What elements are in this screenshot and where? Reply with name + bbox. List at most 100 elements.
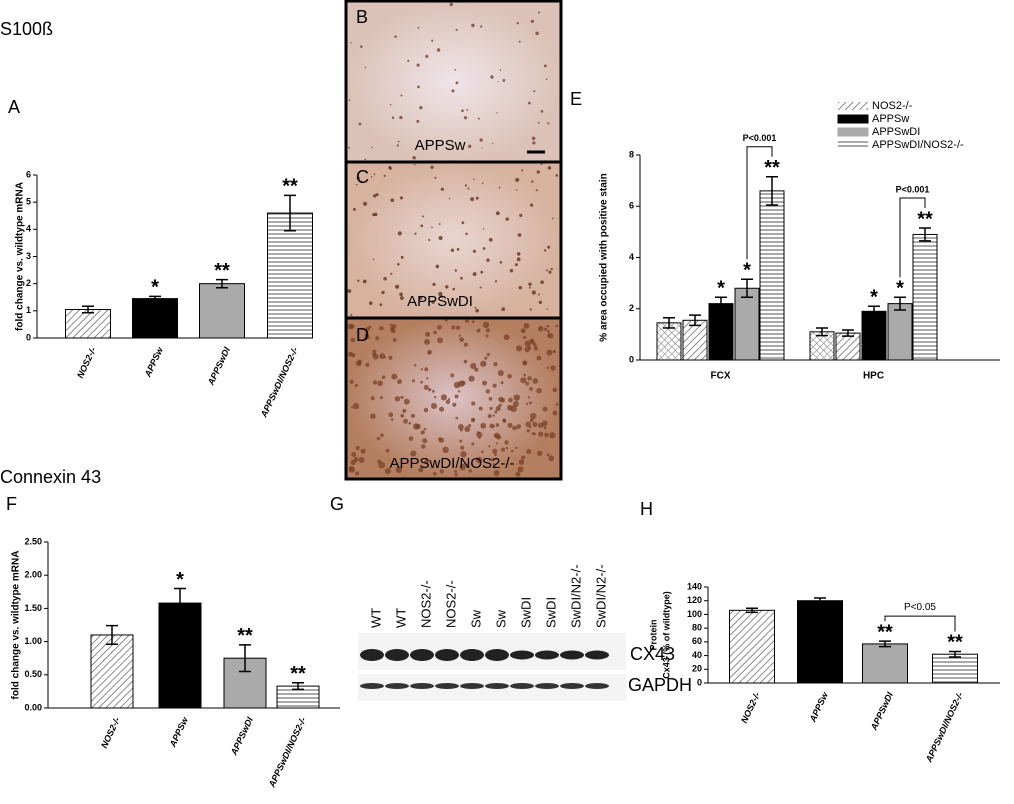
cell [390, 198, 395, 203]
cell [347, 289, 352, 293]
cell [488, 397, 493, 401]
cell [487, 414, 492, 419]
bar [656, 322, 682, 361]
cell [520, 377, 527, 384]
panel-letter: D [356, 325, 369, 345]
cell [507, 422, 513, 428]
cell [526, 429, 530, 433]
cell [418, 296, 423, 300]
cell [395, 284, 400, 289]
cell [353, 457, 359, 462]
cell [516, 21, 519, 25]
cell [427, 349, 432, 355]
band [460, 649, 484, 661]
cell [399, 196, 404, 200]
cell [426, 142, 428, 145]
x-tick-label: APPSw [167, 715, 190, 750]
cell [368, 301, 373, 305]
cell [513, 394, 521, 401]
cell [519, 213, 523, 218]
section-title: S100ß [0, 19, 53, 39]
cell [372, 213, 376, 217]
cell [440, 187, 444, 191]
cell [421, 444, 426, 449]
cell [408, 421, 412, 425]
cell [416, 119, 420, 123]
cell [494, 280, 498, 283]
cell [521, 455, 526, 460]
cell [550, 365, 556, 371]
cell [400, 255, 404, 259]
cell [376, 436, 381, 441]
cell [457, 390, 461, 393]
cell [525, 381, 530, 386]
error-bar [174, 587, 186, 619]
cell [356, 176, 360, 180]
cell [480, 422, 487, 429]
cell [348, 99, 351, 102]
micrograph-panel [347, 2, 560, 478]
y-tick-label: 1 [26, 305, 31, 315]
band [560, 650, 584, 660]
cell [412, 423, 420, 430]
cell [388, 355, 393, 360]
cell [551, 217, 554, 220]
legend-label: APPSw [872, 113, 909, 125]
x-tick-label: FCX [711, 371, 731, 382]
cell [515, 471, 521, 477]
cell [438, 223, 441, 226]
band [410, 683, 434, 689]
cell [390, 272, 393, 275]
x-tick-label: APPSwDI [868, 690, 895, 732]
significance: ** [947, 632, 963, 654]
cell [529, 203, 534, 207]
error-bar [106, 624, 118, 646]
cell [384, 468, 391, 475]
cell [531, 290, 536, 295]
cell [471, 442, 475, 446]
cell [426, 377, 429, 380]
band [385, 649, 409, 661]
bar [734, 287, 760, 361]
cell [365, 326, 370, 332]
lane-label: Sw [493, 609, 508, 628]
band [510, 683, 534, 689]
cell [480, 270, 484, 274]
cell [479, 286, 482, 289]
cell [548, 270, 552, 274]
cell [379, 353, 386, 359]
cell [530, 19, 534, 23]
cell [394, 396, 401, 402]
cell [410, 450, 417, 457]
cell [510, 449, 514, 453]
y-tick-label: 8 [629, 149, 634, 159]
cell [532, 343, 537, 347]
cell [420, 368, 423, 371]
cell [427, 387, 432, 392]
error-bar [949, 650, 961, 658]
cell [424, 338, 430, 345]
significance: * [717, 278, 725, 300]
error-bar [663, 316, 675, 329]
cell [455, 325, 461, 330]
cell [472, 418, 475, 421]
cell [542, 406, 548, 412]
cell [488, 237, 493, 242]
cell [466, 109, 469, 111]
cell [364, 66, 367, 69]
cell [547, 332, 554, 339]
band [410, 649, 434, 661]
cell [546, 324, 550, 328]
band [435, 683, 459, 689]
legend-label: APPSwDI/NOS2-/- [872, 139, 964, 151]
cell [522, 360, 528, 366]
band-label: GAPDH [628, 675, 692, 695]
legend-label: NOS2-/- [872, 100, 913, 112]
cell [543, 426, 547, 430]
lane-label: SwDI [518, 597, 533, 628]
cell [452, 287, 455, 291]
lane-label: SwDI/N2-/- [568, 564, 583, 628]
error-bar [741, 278, 753, 298]
cell [505, 217, 509, 221]
cell [432, 390, 435, 393]
